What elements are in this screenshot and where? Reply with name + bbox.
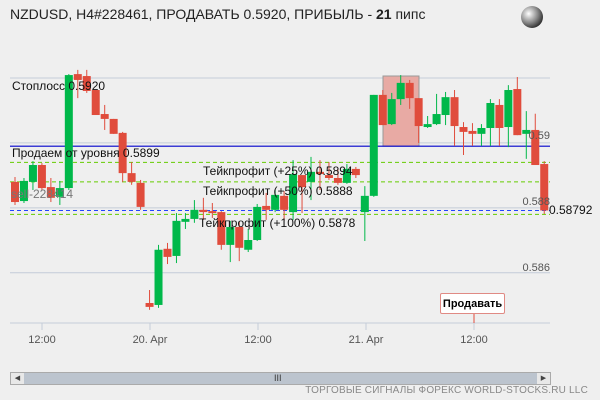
candle-body [271, 194, 280, 210]
x-tick-label: 12:00 [460, 334, 488, 346]
candle-body [504, 90, 513, 128]
candle-body [360, 195, 369, 213]
candle-body [333, 178, 342, 183]
candle-body [82, 76, 91, 91]
candle-body [459, 127, 468, 132]
candle-body [19, 180, 28, 202]
candle-body [351, 168, 360, 176]
tp25-label: Тейкпрофит (+25%) 0.5894 [203, 164, 353, 178]
candle-body [414, 98, 423, 127]
candle-body [432, 114, 441, 125]
candle-body [244, 240, 253, 250]
current-price-label: 0.58792 [549, 203, 593, 217]
candle-body [100, 114, 109, 119]
x-tick-label: 12:00 [28, 334, 56, 346]
candle-body [369, 94, 378, 196]
candle-body [190, 209, 199, 219]
arrow-left-icon[interactable]: ◀ [11, 373, 24, 384]
candle-body [315, 171, 324, 175]
footer-text: ТОРГОВЫЕ СИГНАЛЫ ФОРЕКС WORLD-STOCKS.RU … [305, 385, 588, 396]
globe-icon[interactable] [521, 6, 543, 28]
candle-body [91, 90, 100, 116]
candle-body [145, 303, 154, 307]
candle-body [486, 103, 495, 128]
x-tick-label: 12:00 [244, 334, 272, 346]
candle-body [64, 75, 73, 189]
candle-body [396, 82, 405, 100]
candle-body [522, 129, 531, 134]
x-tick-label: 20. Apr [133, 334, 168, 346]
candle-body [513, 89, 522, 136]
candle-body [208, 211, 217, 214]
entry-label: Продаем от уровня 0.5899 [12, 146, 160, 160]
scrollbar-grip[interactable]: III [274, 373, 282, 383]
candle-body [405, 82, 414, 99]
candle-body [199, 209, 208, 213]
candle-body [37, 165, 46, 189]
candle-body [136, 182, 145, 207]
candle-body [154, 249, 163, 305]
y-tick-label: 0.586 [522, 262, 550, 274]
candle-body [477, 128, 486, 134]
candlestick-chart: Стоплосс 0.5920 Продаем от уровня 0.5899… [10, 69, 593, 346]
candle-body [280, 195, 289, 210]
candle-body [342, 168, 351, 183]
pips-unit: пипс [391, 6, 426, 22]
candle-body [324, 175, 333, 178]
candle-body [468, 130, 477, 134]
horizontal-scrollbar[interactable]: ◀ III ▶ [10, 372, 551, 385]
candle-body [55, 188, 64, 197]
y-tick-label: 0.588 [522, 196, 550, 208]
candle-body [289, 174, 298, 213]
tp100-label: Тейкпрофит (+100%) 0.5878 [199, 216, 356, 230]
candle-body [127, 173, 136, 182]
candle-body [253, 206, 262, 241]
candle-body [307, 171, 316, 182]
candle-body [262, 205, 271, 210]
candle-body [495, 104, 504, 128]
candle-body [172, 220, 181, 256]
candle-body [540, 164, 549, 211]
title-text: NZDUSD, H4#228461, ПРОДАВАТЬ 0.5920, ПРИ… [10, 6, 376, 22]
tp50-label: Тейкпрофит (+50%) 0.5888 [203, 184, 353, 198]
candle-body [11, 181, 19, 203]
candle-body [181, 218, 190, 222]
order-label: sell-228414 [11, 187, 73, 201]
candle-body [73, 74, 82, 80]
sell-signal-flag[interactable]: Продавать [440, 293, 505, 314]
profit-pips: 21 [376, 6, 392, 22]
chart-title: NZDUSD, H4#228461, ПРОДАВАТЬ 0.5920, ПРИ… [10, 6, 425, 22]
y-tick-label: 0.59 [529, 130, 550, 142]
candle-body [226, 227, 235, 245]
stoploss-label: Стоплосс 0.5920 [12, 79, 105, 93]
candle-body [450, 97, 459, 127]
x-tick-label: 21. Apr [349, 334, 384, 346]
candle-body [118, 132, 127, 174]
candle-body [235, 227, 244, 248]
candle-body [46, 187, 55, 198]
candle-body [441, 97, 450, 116]
arrow-right-icon[interactable]: ▶ [537, 373, 550, 384]
candle-body [298, 175, 307, 188]
candle-body [423, 124, 432, 128]
candle-body [163, 248, 172, 257]
candle-body [109, 118, 118, 134]
candle-body [531, 129, 540, 166]
candle-body [28, 165, 37, 182]
candle-body [387, 99, 396, 125]
candle-body [217, 212, 226, 245]
candle-body [378, 94, 387, 126]
